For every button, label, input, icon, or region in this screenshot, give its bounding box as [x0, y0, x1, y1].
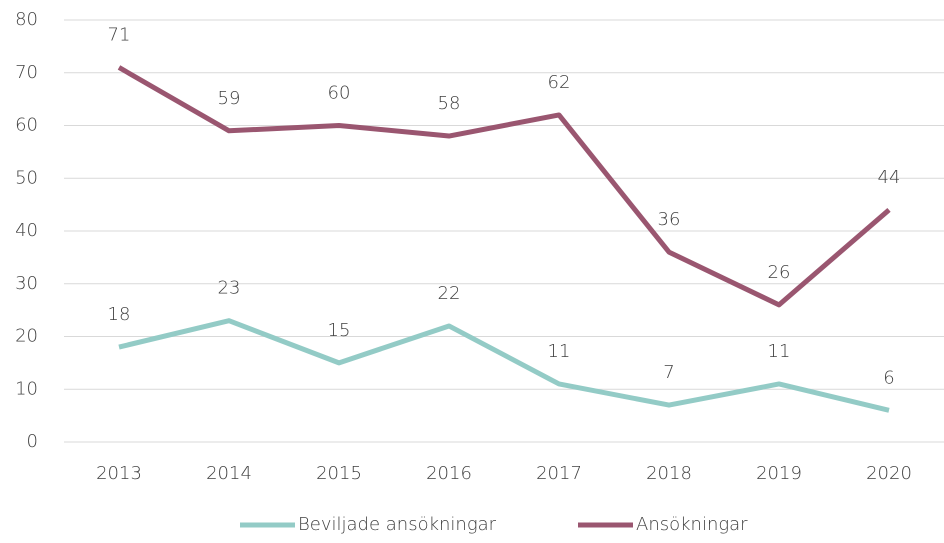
x-tick-label: 2017: [536, 463, 582, 484]
data-label: 6: [883, 367, 894, 388]
x-tick-label: 2016: [426, 463, 472, 484]
series-line: [117, 65, 891, 308]
legend-label: Beviljade ansökningar: [298, 514, 497, 535]
y-tick-label: 40: [15, 220, 38, 241]
y-tick-label: 70: [15, 62, 38, 83]
y-tick-label: 10: [15, 378, 38, 399]
data-label: 26: [768, 262, 791, 283]
data-label: 7: [663, 362, 674, 383]
data-label: 60: [328, 83, 351, 104]
series-line: [118, 318, 890, 413]
data-label: 58: [438, 93, 461, 114]
data-label: 23: [218, 278, 241, 299]
data-label: 11: [548, 341, 571, 362]
data-label: 36: [658, 209, 681, 230]
y-tick-label: 30: [15, 273, 38, 294]
data-label: 62: [548, 72, 571, 93]
legend-label: Ansökningar: [636, 514, 748, 535]
x-tick-label: 2018: [646, 463, 692, 484]
y-tick-label: 60: [15, 115, 38, 136]
data-label: 59: [218, 88, 241, 109]
x-tick-label: 2019: [756, 463, 802, 484]
x-tick-label: 2013: [96, 463, 142, 484]
x-tick-label: 2020: [866, 463, 912, 484]
x-tick-label: 2014: [206, 463, 252, 484]
data-label: 44: [878, 167, 901, 188]
data-label: 22: [438, 283, 461, 304]
data-label: 18: [108, 304, 131, 325]
y-tick-label: 80: [15, 9, 38, 30]
data-label: 15: [328, 320, 351, 341]
y-tick-label: 20: [15, 326, 38, 347]
data-label: 71: [108, 24, 131, 45]
x-tick-label: 2015: [316, 463, 362, 484]
data-label: 11: [768, 341, 791, 362]
y-tick-label: 50: [15, 167, 38, 188]
y-tick-label: 0: [27, 431, 38, 452]
